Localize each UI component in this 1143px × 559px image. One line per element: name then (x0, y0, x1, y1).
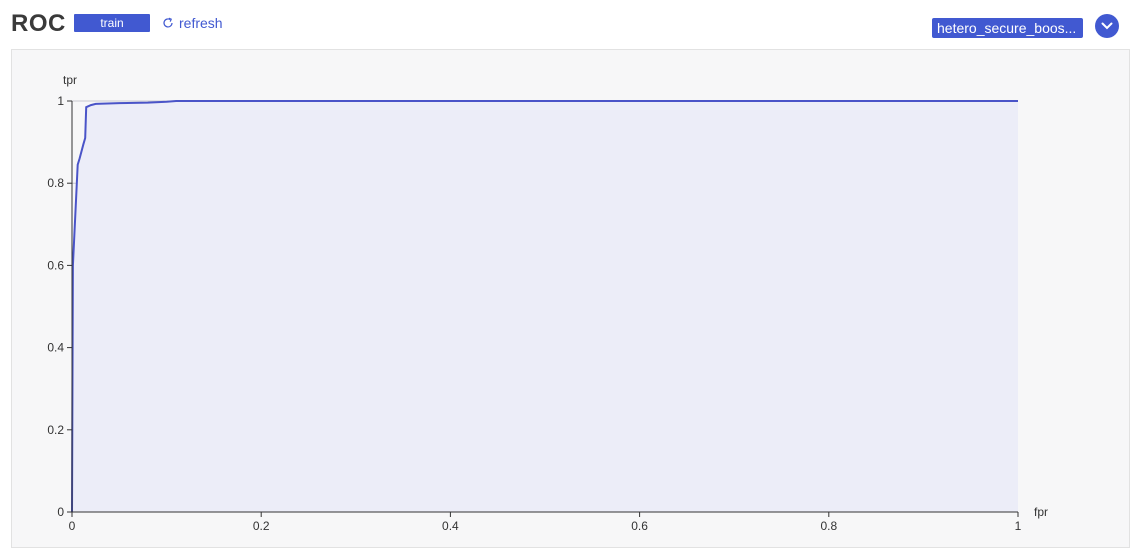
x-axis-label: fpr (1034, 505, 1048, 519)
y-axis-label: tpr (63, 73, 77, 87)
x-tick-label: 0 (69, 519, 76, 533)
train-button[interactable]: train (74, 14, 150, 32)
page-title: ROC (11, 10, 66, 37)
header: ROC train refresh hetero_secure_boos... (0, 0, 1143, 48)
x-tick-label: 1 (1015, 519, 1022, 533)
x-tick-label: 0.4 (442, 519, 459, 533)
x-tick-label: 0.2 (253, 519, 270, 533)
model-dropdown-button[interactable] (1095, 14, 1119, 38)
x-tick-label: 0.8 (820, 519, 837, 533)
x-tick-label: 0.6 (631, 519, 648, 533)
roc-curve-line (71, 100, 1018, 513)
model-select[interactable]: hetero_secure_boos... (932, 18, 1083, 38)
y-tick-label: 0.2 (47, 423, 64, 437)
y-tick-label: 0 (57, 505, 64, 519)
refresh-label: refresh (179, 15, 223, 31)
y-tick-label: 0.8 (47, 176, 64, 190)
roc-area (72, 101, 1018, 512)
y-tick-label: 0.4 (47, 341, 64, 355)
refresh-button[interactable]: refresh (162, 14, 223, 32)
roc-chart: 0 0.2 0.4 0.6 0.8 1 0 0.2 0.4 0.6 0.8 1 tpr fpr (47, 73, 1048, 533)
y-tick-label: 0.6 (47, 258, 64, 272)
refresh-icon (163, 17, 173, 28)
y-tick-label: 1 (57, 94, 64, 108)
chart-panel: 0 0.2 0.4 0.6 0.8 1 0 0.2 0.4 0.6 0.8 1 tpr fpr (11, 49, 1130, 548)
chevron-down-icon (1101, 22, 1113, 30)
